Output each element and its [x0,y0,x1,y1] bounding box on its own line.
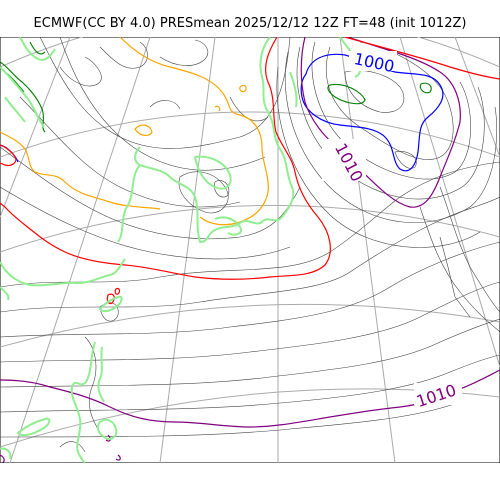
longitude-line [399,36,500,368]
isobar-1020 [0,36,500,305]
longitude-line [9,36,151,464]
latitude-line [0,303,500,348]
map-canvas: 1000 1010 1010 [0,11,500,464]
thin-contours [0,36,500,453]
longitude-line [159,36,216,464]
longitude-line [0,36,71,218]
latitude-line [0,111,500,158]
graticule [0,11,500,464]
isobar-990 [0,41,432,133]
latitude-line [0,204,500,253]
pressure-map: 1000 1010 1010 [0,11,500,464]
longitude-line [454,36,500,158]
map-title: ECMWF(CC BY 4.0) PRESmean 2025/12/12 12Z… [33,16,467,31]
coastline [0,36,362,464]
longitude-line [339,36,396,464]
